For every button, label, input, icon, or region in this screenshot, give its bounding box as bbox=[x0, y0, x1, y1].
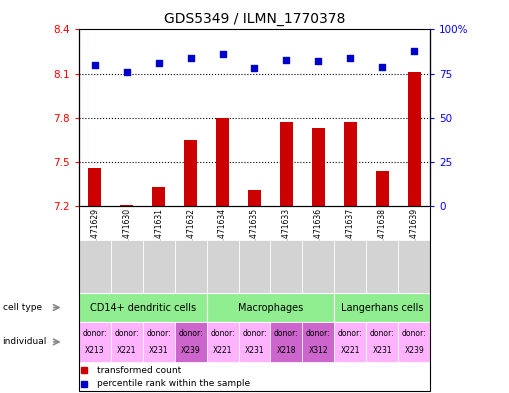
Text: GDS5349 / ILMN_1770378: GDS5349 / ILMN_1770378 bbox=[164, 12, 345, 26]
Text: CD14+ dendritic cells: CD14+ dendritic cells bbox=[90, 303, 196, 312]
Text: X231: X231 bbox=[245, 346, 264, 355]
Text: X218: X218 bbox=[277, 346, 296, 355]
Text: donor:: donor: bbox=[338, 329, 362, 338]
Bar bbox=[152, 187, 165, 206]
Bar bbox=[184, 140, 197, 206]
Text: donor:: donor: bbox=[210, 329, 235, 338]
Text: donor:: donor: bbox=[178, 329, 203, 338]
Text: X231: X231 bbox=[149, 346, 168, 355]
Text: individual: individual bbox=[3, 338, 47, 346]
Text: donor:: donor: bbox=[242, 329, 267, 338]
Text: donor:: donor: bbox=[147, 329, 171, 338]
Point bbox=[282, 56, 291, 62]
Text: donor:: donor: bbox=[402, 329, 427, 338]
Point bbox=[314, 58, 322, 64]
Bar bbox=[280, 122, 293, 206]
Bar bbox=[216, 118, 229, 206]
Bar bbox=[408, 72, 420, 206]
Bar bbox=[89, 168, 101, 206]
Text: X231: X231 bbox=[373, 346, 392, 355]
Point bbox=[378, 63, 386, 70]
Point bbox=[250, 65, 259, 72]
Text: donor:: donor: bbox=[370, 329, 394, 338]
Point bbox=[410, 48, 418, 54]
Bar bbox=[312, 128, 325, 206]
Text: X221: X221 bbox=[213, 346, 232, 355]
Bar bbox=[376, 171, 388, 206]
Point bbox=[346, 55, 354, 61]
Point bbox=[123, 69, 131, 75]
Text: transformed count: transformed count bbox=[97, 366, 181, 375]
Text: donor:: donor: bbox=[274, 329, 299, 338]
Point bbox=[218, 51, 227, 57]
Text: X213: X213 bbox=[85, 346, 105, 355]
Text: donor:: donor: bbox=[115, 329, 139, 338]
Text: X221: X221 bbox=[117, 346, 136, 355]
Text: X221: X221 bbox=[341, 346, 360, 355]
Text: cell type: cell type bbox=[3, 303, 42, 312]
Text: Macrophages: Macrophages bbox=[238, 303, 303, 312]
Bar bbox=[248, 190, 261, 206]
Text: X239: X239 bbox=[404, 346, 424, 355]
Text: X239: X239 bbox=[181, 346, 201, 355]
Point bbox=[91, 62, 99, 68]
Text: Langerhans cells: Langerhans cells bbox=[341, 303, 423, 312]
Text: percentile rank within the sample: percentile rank within the sample bbox=[97, 379, 250, 388]
Point bbox=[187, 55, 195, 61]
Text: X312: X312 bbox=[308, 346, 328, 355]
Bar bbox=[344, 122, 357, 206]
Text: donor:: donor: bbox=[82, 329, 107, 338]
Point bbox=[155, 60, 163, 66]
Bar bbox=[121, 205, 133, 206]
Text: donor:: donor: bbox=[306, 329, 331, 338]
